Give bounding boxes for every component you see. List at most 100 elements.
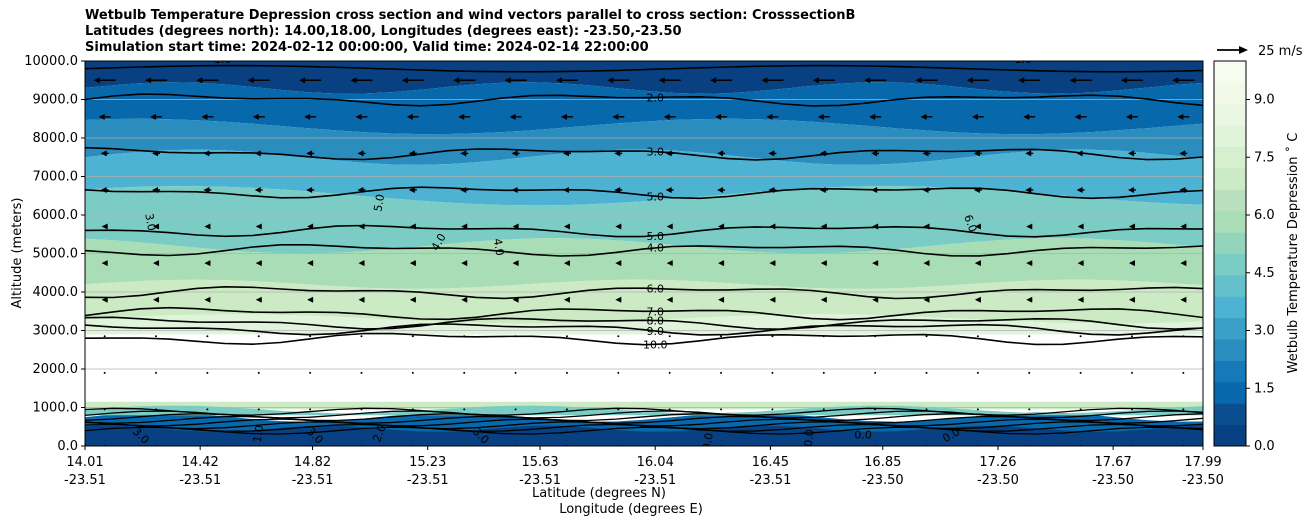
wind-vector [864,77,887,84]
wind-vector [360,408,363,411]
wind-vector [971,113,984,120]
title-line-3: Simulation start time: 2024-02-12 00:00:… [85,40,649,55]
wind-vector [771,408,774,411]
y-axis: 0.0 1000.0 2000.0 3000.0 4000.0 5000.0 6000.0 7… [24,54,85,454]
contour-line-surface [85,418,1203,427]
x-tick-label-lat: 15.63 [521,455,558,470]
wind-vector [255,260,262,267]
wind-vector-head [872,223,879,230]
wind-vector [103,408,106,411]
x-tick-label-lon: -23.51 [292,473,334,488]
wind-vector [257,408,260,411]
contour-label: 0.0 [802,429,816,448]
colorbar-segment [1214,381,1246,404]
wind-vector-head [768,186,775,193]
wind-vector [463,371,466,374]
wind-vector-head [923,260,930,267]
x-tick-label-lon: -23.50 [862,473,904,488]
wind-vector [565,408,568,411]
x-tick-label-lat: 17.67 [1095,455,1132,470]
wind-vector [1074,113,1087,120]
y-tick-label: 5000.0 [33,247,79,262]
wind-vector-head [974,223,981,230]
wind-vector-head [509,113,516,120]
wind-vector-head [152,186,159,193]
wind-vector [304,113,317,120]
wind-vector-head [615,260,622,267]
wind-vector-head [461,223,468,230]
wind-vector [563,223,570,230]
colorbar-label: Wetbulb Temperature Depression ˚ C [1285,133,1301,374]
wind-vector [101,260,108,267]
wind-vector [822,371,825,374]
wind-vector [819,186,828,193]
contour-label: 1.0 [1014,53,1032,66]
contour-line-5 [85,285,1203,300]
wind-vector [357,186,366,193]
wind-vector-head [101,296,108,303]
wind-vector-head [715,113,722,120]
wind-vector [871,150,880,157]
wind-vector [812,77,835,84]
wind-vector-head [1180,260,1187,267]
x-tick-label-lat: 14.42 [182,455,219,470]
wind-vector [1025,150,1034,157]
y-tick-label: 8000.0 [33,131,79,146]
wind-vector-head [201,113,208,120]
wind-vector [718,296,725,303]
chart-title: Wetbulb Temperature Depression cross sec… [85,8,855,56]
wind-vector [822,335,825,338]
wind-vector [869,113,882,120]
fill-band-lower-teal [85,405,1203,416]
colorbar-segment [1214,232,1246,254]
wind-vector-head [461,260,468,267]
wind-vector-head [1128,260,1135,267]
wind-vector [1128,260,1135,267]
x-tick-label-lon: -23.51 [179,473,221,488]
wind-vector-head [1018,77,1025,84]
contour-label: 5.0 [646,230,664,243]
wind-vector-head [1179,186,1186,193]
wind-vector-head [458,113,465,120]
contour-line-surface [85,407,1203,416]
colorbar-segment [1214,317,1246,340]
contour-label: 9.0 [646,325,664,338]
wind-vector [252,113,265,120]
wind-vector [1177,113,1190,120]
wind-vector [976,371,979,374]
wind-vector [458,113,471,120]
contour-lines [85,64,1203,435]
wind-vector [565,371,568,374]
colorbar-segment [1214,339,1246,361]
contour-line-surface [85,426,1203,435]
wind-vector [1130,408,1133,411]
colorbar-tick-label: 0.0 [1254,439,1275,454]
wind-vector [411,408,414,411]
wind-vector [1079,371,1082,374]
colorbar-tick-label: 7.5 [1254,150,1275,165]
wind-vector-head [1025,150,1032,157]
wind-vector-head [718,260,725,267]
wind-vector-head [255,223,262,230]
wind-vector-head [718,296,725,303]
wind-vector-head [562,186,569,193]
wind-vector-head [358,296,365,303]
wind-vector-head [307,296,314,303]
wind-vector-head [401,77,408,84]
wind-vector [874,335,877,338]
wind-vector [299,77,322,84]
wind-vector [607,77,630,84]
wind-vector-head [453,77,460,84]
wind-vector [872,223,879,230]
wind-vector [461,223,468,230]
wind-vector [563,296,570,303]
y-tick-label: 3000.0 [33,324,79,339]
contour-label: 0.0 [854,428,872,441]
colorbar-segment [1214,360,1246,383]
wind-vector [460,186,469,193]
wind-vector [463,335,466,338]
wind-vector [408,150,417,157]
wind-vector [1026,296,1033,303]
wind-vector-head [923,223,930,230]
